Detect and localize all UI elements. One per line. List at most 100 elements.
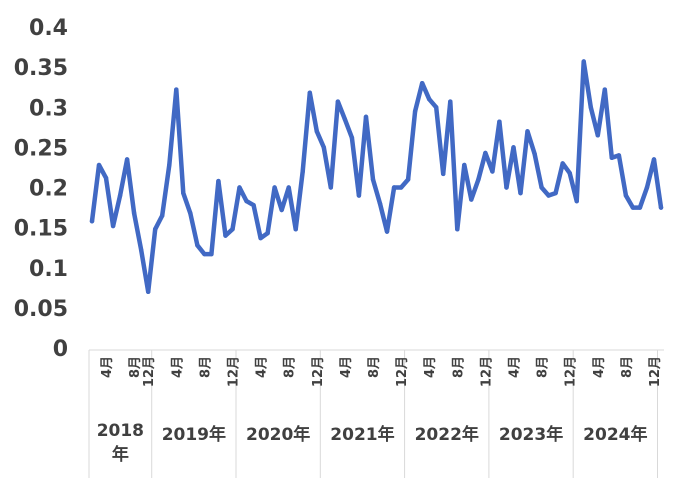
data-point: [518, 190, 523, 196]
data-point: [398, 185, 404, 190]
data-point: [138, 247, 144, 253]
x-tick-label: 4月: [423, 356, 438, 378]
data-point: [434, 105, 439, 110]
data-point: [490, 169, 495, 174]
y-tick-label: 0.2: [29, 177, 68, 202]
data-point: [553, 190, 558, 196]
data-point: [658, 205, 664, 210]
data-point: [272, 185, 277, 190]
data-point: [384, 229, 390, 234]
data-point: [300, 169, 305, 174]
data-point: [117, 193, 123, 198]
data-point: [335, 99, 341, 104]
data-point: [630, 205, 636, 210]
year-label: 2020年: [246, 424, 310, 445]
data-point: [195, 243, 200, 248]
y-tick-label: 0.35: [14, 56, 68, 81]
data-point: [188, 210, 193, 216]
data-point: [286, 185, 291, 190]
data-point: [279, 207, 284, 213]
y-tick-label: 0.15: [14, 217, 68, 242]
data-point: [328, 185, 334, 190]
data-point: [574, 198, 579, 204]
y-tick-label: 0.05: [14, 297, 68, 322]
data-point: [539, 185, 544, 190]
data-point: [321, 145, 327, 150]
data-point: [623, 193, 629, 198]
data-point: [602, 87, 608, 92]
data-point: [377, 201, 383, 206]
series-layer: [89, 59, 664, 295]
data-point: [581, 59, 586, 64]
data-point: [651, 157, 657, 162]
data-point: [391, 185, 397, 190]
data-point: [462, 162, 467, 168]
data-point: [525, 129, 530, 134]
x-tick-label: 8月: [451, 356, 466, 378]
x-tick-label: 8月: [620, 356, 635, 378]
data-point: [307, 90, 312, 96]
x-tick-label: 12月: [226, 356, 241, 387]
x-tick-label: 12月: [311, 356, 326, 387]
data-point: [96, 162, 102, 168]
data-point: [103, 175, 109, 181]
data-point: [230, 227, 235, 232]
data-point: [532, 151, 537, 156]
data-point: [124, 157, 130, 162]
data-point: [609, 155, 615, 161]
data-point: [251, 202, 256, 208]
data-point: [153, 227, 158, 232]
data-point: [448, 99, 453, 104]
data-point: [216, 178, 221, 184]
year-label: 2019年: [162, 424, 226, 445]
data-point: [356, 193, 362, 198]
data-point: [202, 251, 207, 257]
y-tick-label: 0.1: [29, 257, 68, 282]
x-tick-label: 4月: [507, 356, 522, 378]
data-point: [588, 105, 593, 110]
year-label: 2024年: [583, 424, 647, 445]
data-point: [131, 210, 137, 216]
data-point: [511, 145, 516, 150]
data-point: [258, 235, 263, 241]
data-point: [567, 170, 572, 176]
data-point: [110, 223, 116, 229]
data-point: [363, 114, 369, 120]
data-point: [469, 197, 474, 202]
y-tick-label: 0.3: [29, 96, 68, 121]
x-tick-label: 4月: [339, 356, 354, 378]
data-point: [237, 185, 242, 190]
year-label: 2021年: [330, 424, 394, 445]
data-point: [244, 198, 249, 204]
data-point: [349, 135, 355, 140]
data-point: [342, 117, 348, 122]
x-tick-label: 12月: [648, 356, 663, 387]
y-axis-labels: 0 0.05 0.1 0.15 0.2 0.25 0.3 0.35 0.4: [14, 16, 68, 362]
x-tick-label: 12月: [142, 356, 157, 387]
data-point: [89, 219, 95, 224]
data-point: [209, 251, 214, 257]
data-point: [616, 153, 622, 158]
data-point: [483, 150, 488, 156]
data-point: [174, 87, 179, 92]
data-point: [293, 227, 298, 232]
data-point: [441, 171, 446, 177]
y-tick-label: 0.4: [29, 16, 68, 41]
y-tick-label: 0: [53, 337, 68, 362]
data-point: [476, 177, 481, 182]
data-point: [595, 133, 600, 138]
data-point: [560, 161, 565, 166]
x-tick-label: 12月: [479, 356, 494, 387]
x-tick-label: 8月: [536, 356, 551, 378]
y-tick-label: 0.25: [14, 136, 68, 161]
data-point: [370, 177, 376, 182]
x-tick-label: 12月: [564, 356, 579, 387]
data-point: [160, 213, 165, 218]
data-point: [405, 177, 411, 182]
data-point: [546, 193, 551, 198]
data-point: [504, 185, 509, 190]
data-point: [455, 227, 460, 232]
data-point: [167, 162, 172, 168]
